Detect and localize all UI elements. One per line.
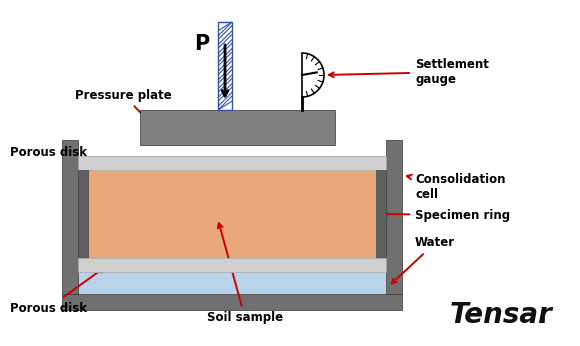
Text: Settlement
gauge: Settlement gauge	[329, 58, 489, 86]
Bar	[62, 294, 402, 310]
Text: Tensar: Tensar	[450, 301, 553, 329]
Text: Water: Water	[392, 237, 455, 284]
Text: P: P	[194, 34, 209, 54]
Bar	[78, 258, 386, 272]
Text: Porous disk: Porous disk	[10, 146, 98, 163]
Text: Consolidation
cell: Consolidation cell	[407, 173, 506, 201]
Bar	[78, 170, 88, 258]
Bar	[140, 110, 335, 145]
Text: Porous disk: Porous disk	[10, 268, 104, 315]
Text: Soil sample: Soil sample	[207, 223, 283, 325]
Bar	[88, 170, 376, 258]
Bar	[376, 170, 386, 258]
Text: Pressure plate: Pressure plate	[75, 89, 172, 124]
Bar	[218, 22, 232, 110]
Bar	[62, 140, 78, 294]
Text: Specimen ring: Specimen ring	[382, 209, 510, 221]
Text: .: .	[536, 301, 546, 329]
Polygon shape	[302, 53, 324, 97]
Bar	[386, 140, 402, 294]
Bar	[78, 156, 386, 294]
Bar	[78, 156, 386, 170]
